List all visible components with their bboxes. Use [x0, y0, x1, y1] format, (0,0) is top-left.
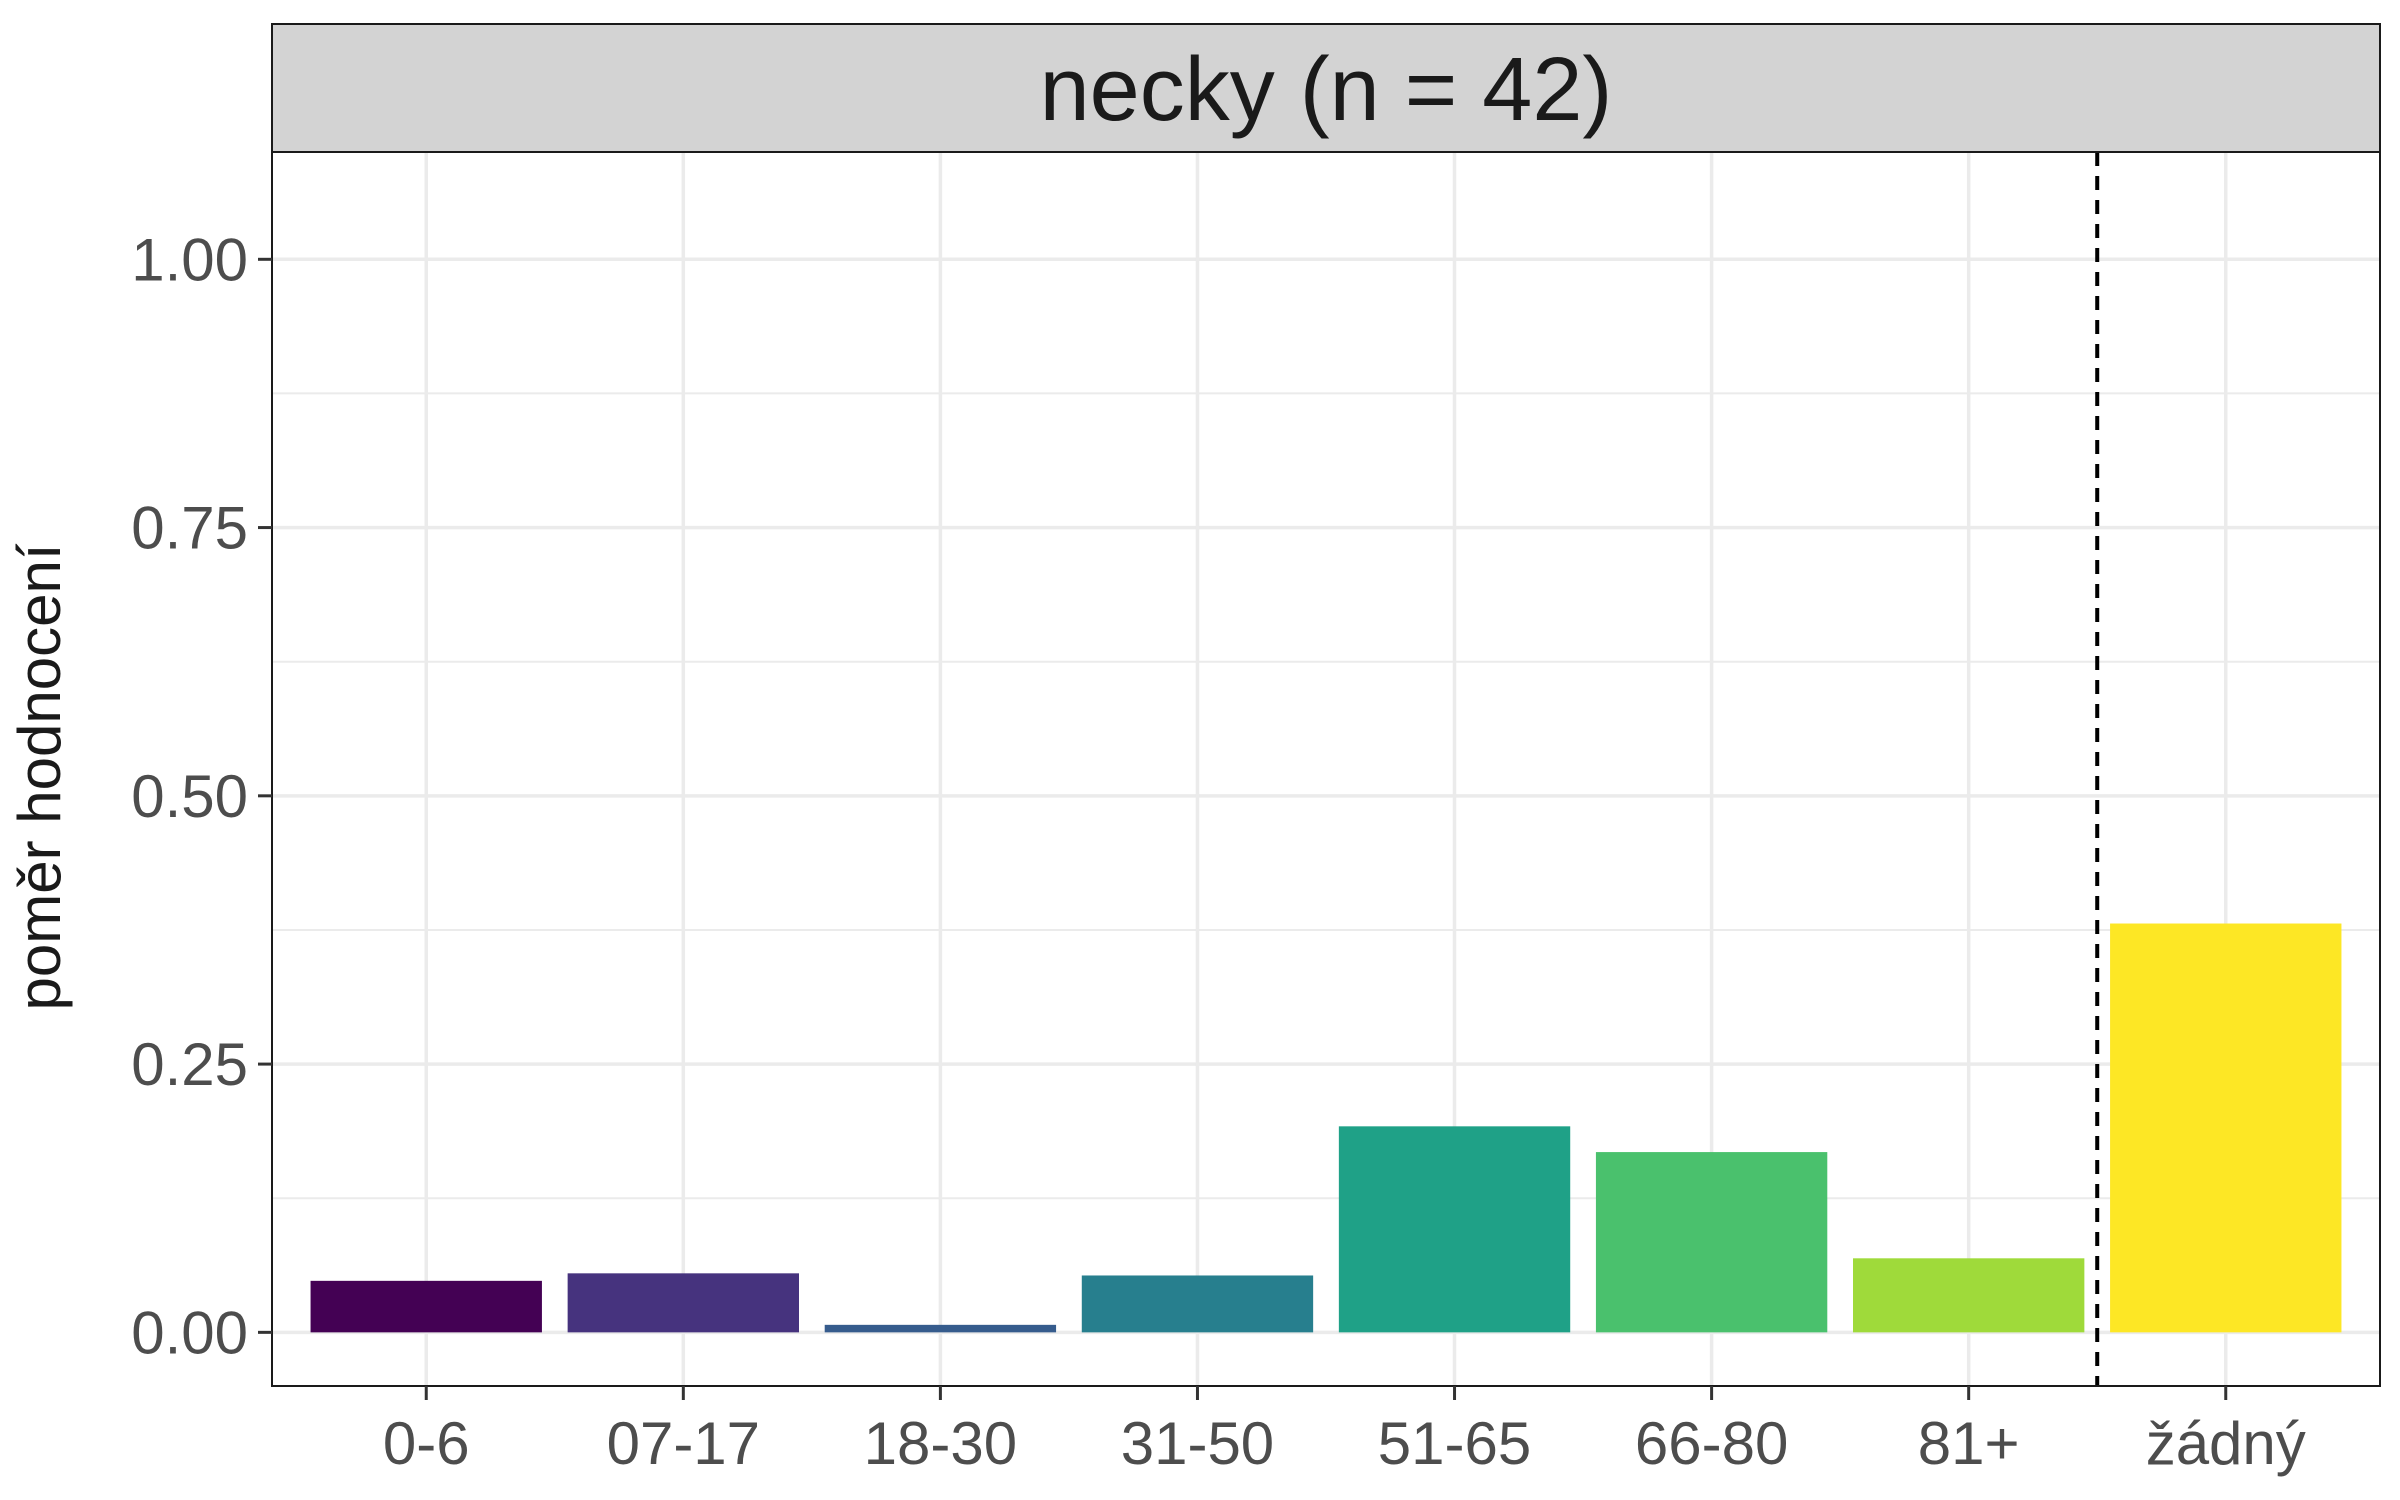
y-tick-label: 1.00: [131, 226, 248, 293]
bars: [310, 923, 2342, 1333]
bar-31-50: [1081, 1275, 1314, 1333]
bar-18-30: [824, 1324, 1057, 1333]
x-tick-label: 51-65: [1378, 1410, 1531, 1477]
x-tick-label: 0-6: [383, 1410, 470, 1477]
y-axis: 0.00 0.25 0.50 0.75 1.00: [131, 226, 272, 1366]
y-tick-label: 0.00: [131, 1299, 248, 1366]
facet-title: necky (n = 42): [1040, 40, 1613, 140]
major-gridlines: [272, 152, 2380, 1386]
bar-51-65: [1338, 1126, 1571, 1333]
y-tick-label: 0.50: [131, 763, 248, 830]
bar-81+: [1853, 1258, 2085, 1333]
facet-strip: [271, 23, 2381, 153]
bar-0-6: [310, 1280, 542, 1333]
y-tick-label: 0.75: [131, 495, 248, 562]
x-tick-label: 66-80: [1635, 1410, 1788, 1477]
x-tick-label: 31-50: [1121, 1410, 1274, 1477]
x-tick-label: 18-30: [864, 1410, 1017, 1477]
bar-žádný: [2110, 923, 2342, 1333]
y-tick-label: 0.25: [131, 1031, 248, 1098]
panel-border: [271, 151, 2381, 1387]
x-tick-label: 07-17: [607, 1410, 760, 1477]
bar-66-80: [1595, 1152, 1828, 1333]
minor-gridlines: [272, 392, 2380, 1200]
x-tick-label: žádný: [2146, 1410, 2306, 1477]
x-tick-label: 81+: [1918, 1410, 2020, 1477]
x-axis: 0-6 07-17 18-30 31-50 51-65 66-80 81+ žádný: [383, 1386, 2306, 1477]
bar-07-17: [567, 1273, 799, 1333]
y-axis-title: poměr hodnocení: [6, 543, 73, 1010]
